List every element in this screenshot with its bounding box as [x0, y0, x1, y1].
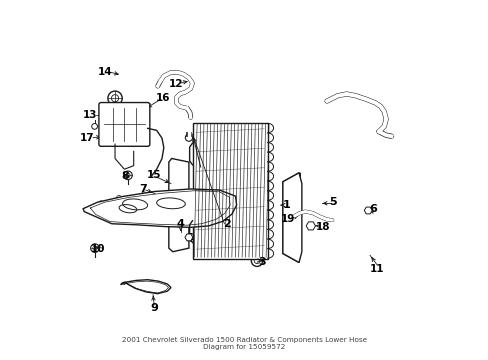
Text: 14: 14 [98, 67, 112, 77]
Polygon shape [168, 158, 188, 252]
Text: 19: 19 [281, 214, 295, 224]
Text: 1: 1 [283, 200, 290, 210]
Text: 13: 13 [83, 110, 97, 120]
Text: 9: 9 [150, 303, 158, 314]
Text: 2001 Chevrolet Silverado 1500 Radiator & Components Lower Hose
Diagram for 15059: 2001 Chevrolet Silverado 1500 Radiator &… [122, 337, 366, 350]
Circle shape [186, 235, 191, 239]
Polygon shape [305, 222, 315, 230]
Bar [192, 123, 267, 259]
Text: 6: 6 [368, 204, 376, 215]
Text: 12: 12 [168, 79, 183, 89]
Polygon shape [282, 173, 301, 262]
Polygon shape [364, 207, 371, 214]
Text: 15: 15 [146, 170, 161, 180]
Text: 6: 6 [185, 233, 193, 243]
Text: 18: 18 [315, 222, 329, 231]
Text: 2: 2 [223, 219, 231, 229]
Polygon shape [282, 173, 300, 262]
Text: 17: 17 [80, 133, 95, 143]
Polygon shape [121, 280, 171, 294]
Text: 3: 3 [258, 257, 265, 267]
Text: 5: 5 [329, 197, 337, 207]
Text: 11: 11 [369, 264, 384, 274]
FancyBboxPatch shape [99, 103, 149, 146]
Text: 16: 16 [155, 93, 170, 103]
Text: 7: 7 [139, 184, 147, 194]
Polygon shape [184, 234, 192, 241]
Text: 10: 10 [91, 244, 105, 254]
Text: 8: 8 [122, 171, 129, 181]
Polygon shape [83, 189, 236, 227]
Text: 4: 4 [176, 219, 184, 229]
Circle shape [366, 208, 369, 213]
